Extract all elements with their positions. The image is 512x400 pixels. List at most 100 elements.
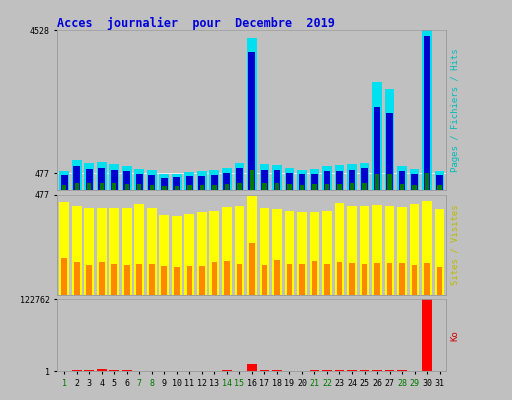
Bar [336, 171, 343, 190]
Bar [361, 168, 368, 190]
Bar [287, 184, 292, 190]
Bar [322, 166, 332, 190]
Bar [312, 184, 316, 190]
Bar [285, 168, 294, 190]
Bar [187, 185, 191, 190]
Bar [247, 364, 257, 371]
Bar [87, 183, 92, 190]
Bar [223, 173, 230, 190]
Bar [423, 36, 431, 190]
Bar [297, 212, 307, 295]
Bar [222, 370, 232, 371]
Bar [236, 168, 243, 190]
Bar [297, 170, 307, 190]
Bar [110, 208, 119, 295]
Bar [174, 178, 180, 190]
Bar [135, 169, 144, 190]
Bar [237, 264, 242, 295]
Bar [61, 175, 68, 190]
Bar [249, 243, 255, 295]
Bar [272, 370, 282, 371]
Bar [260, 208, 269, 295]
Bar [200, 185, 204, 190]
Bar [172, 174, 182, 190]
Bar [186, 176, 193, 190]
Bar [436, 175, 443, 190]
Bar [400, 184, 404, 190]
Bar [337, 184, 342, 190]
Bar [422, 201, 432, 295]
Bar [349, 170, 355, 190]
Bar [112, 264, 117, 295]
Bar [435, 171, 444, 190]
Bar [359, 370, 369, 371]
Bar [225, 184, 229, 190]
Bar [209, 170, 219, 190]
Bar [312, 261, 317, 295]
Bar [422, 299, 432, 371]
Bar [397, 166, 407, 190]
Bar [410, 168, 419, 190]
Bar [72, 206, 81, 295]
Bar [137, 264, 142, 295]
Bar [110, 370, 119, 371]
Bar [388, 174, 392, 190]
Bar [147, 170, 157, 190]
Bar [322, 211, 332, 295]
Bar [372, 205, 382, 295]
Bar [137, 184, 141, 190]
Bar [199, 176, 205, 190]
Bar [285, 211, 294, 295]
Bar [262, 183, 267, 190]
Text: Acces  journalier  pour  Decembre  2019: Acces journalier pour Decembre 2019 [57, 17, 335, 30]
Bar [87, 265, 92, 295]
Bar [275, 184, 279, 190]
Bar [299, 264, 305, 295]
Bar [349, 262, 355, 295]
Bar [211, 175, 218, 190]
Bar [84, 208, 94, 295]
Bar [184, 214, 194, 295]
Bar [59, 171, 69, 190]
Bar [260, 370, 269, 371]
Bar [337, 262, 343, 295]
Bar [84, 370, 94, 371]
Bar [397, 370, 407, 371]
Bar [372, 82, 382, 190]
Bar [211, 262, 217, 295]
Bar [161, 266, 167, 295]
Bar [397, 207, 407, 295]
Bar [435, 209, 444, 295]
Bar [73, 166, 80, 190]
Bar [261, 170, 268, 190]
Bar [174, 268, 180, 295]
Bar [310, 370, 319, 371]
Bar [184, 172, 194, 190]
Bar [62, 185, 67, 190]
Y-axis label: Pages / Fichiers / Hits: Pages / Fichiers / Hits [451, 48, 460, 172]
Bar [122, 166, 132, 190]
Bar [324, 171, 330, 190]
Bar [97, 162, 106, 190]
Bar [224, 261, 230, 295]
Bar [272, 165, 282, 190]
Bar [347, 370, 357, 371]
Bar [148, 175, 155, 190]
Bar [287, 264, 292, 295]
Bar [272, 209, 282, 295]
Bar [385, 206, 394, 295]
Bar [234, 206, 244, 295]
Bar [361, 264, 367, 295]
Bar [186, 266, 192, 295]
Bar [199, 266, 205, 295]
Bar [310, 212, 319, 295]
Bar [335, 370, 345, 371]
Bar [75, 182, 79, 190]
Bar [112, 183, 116, 190]
Bar [97, 208, 106, 295]
Bar [123, 171, 130, 190]
Bar [437, 185, 442, 190]
Bar [124, 265, 130, 295]
Bar [86, 169, 93, 190]
Bar [412, 184, 417, 190]
